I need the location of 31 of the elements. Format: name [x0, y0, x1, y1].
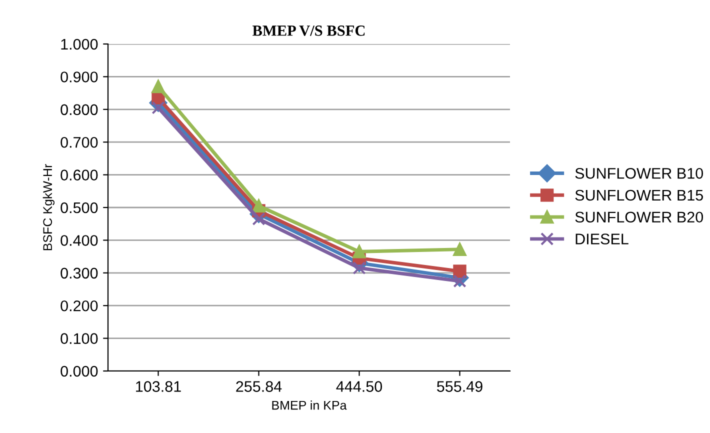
legend-label: SUNFLOWER B20: [575, 212, 704, 223]
point: [152, 101, 165, 114]
y-tick-label: 0.800: [60, 104, 98, 116]
point: [352, 261, 366, 275]
point: [453, 242, 466, 256]
y-tick-label: 0.300: [60, 268, 98, 279]
y-tick-label: 0.700: [60, 136, 98, 148]
point: [252, 199, 266, 212]
y-tick-label: 0.400: [60, 235, 98, 246]
point: [152, 80, 165, 94]
y-tick-label: 0.200: [60, 300, 98, 312]
legend-label: SUNFLOWER B10: [575, 168, 704, 179]
point: [453, 274, 466, 288]
y-tick-label: 0.100: [60, 333, 98, 344]
legend-label: SUNFLOWER B15: [575, 190, 703, 201]
chart-title: BMEP V/S BSFC: [252, 26, 365, 36]
legend-label: DIESEL: [576, 234, 628, 244]
x-axis-title: BMEP in KPa: [272, 400, 347, 410]
x-tick-label: 555.49: [437, 381, 482, 392]
y-axis-title: BSFC KgkW-Hr: [42, 164, 54, 250]
y-tick-label: 1.000: [61, 38, 98, 50]
x-tick-label: 444.50: [336, 381, 382, 392]
y-tick-label: 0.900: [60, 72, 98, 82]
point: [453, 264, 466, 278]
y-tick-label: 0.000: [60, 366, 98, 377]
point: [252, 212, 266, 226]
x-tick-label: 103.81: [136, 381, 181, 392]
y-tick-label: 0.500: [60, 202, 98, 214]
y-tick-label: 0.600: [60, 170, 98, 180]
x-tick-label: 255.84: [236, 381, 282, 392]
point: [352, 245, 366, 258]
